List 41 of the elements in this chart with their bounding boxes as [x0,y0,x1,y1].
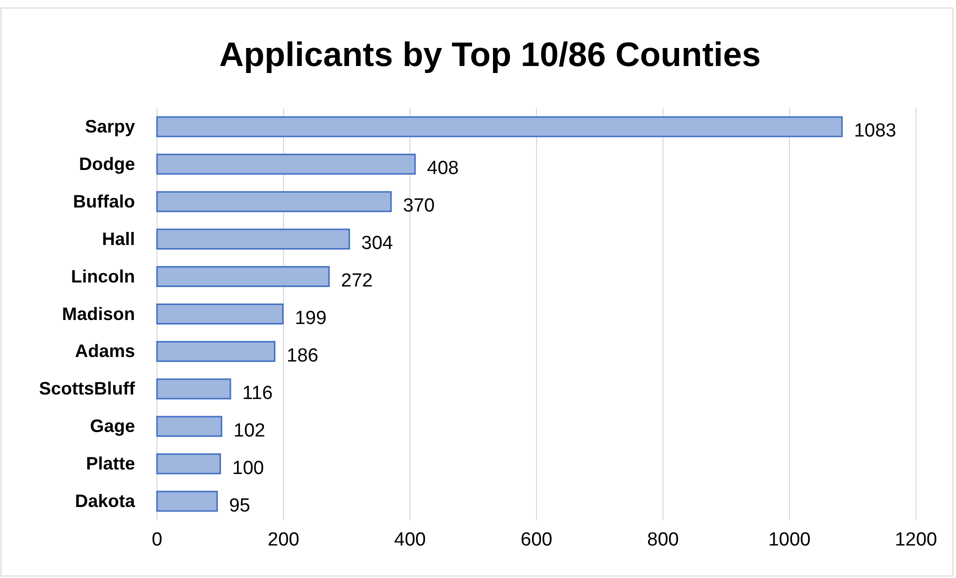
data-label: 272 [341,270,373,292]
data-label: 199 [294,308,327,329]
y-tick-label: Dakota [74,491,136,512]
bar [156,191,392,212]
y-tick-label: Madison [62,304,135,324]
bar [156,154,416,175]
data-label: 1083 [854,120,896,142]
y-tick-label: ScottsBluff [39,378,136,399]
x-tick-label: 600 [520,529,552,550]
data-label: 95 [229,495,250,516]
data-label: 408 [427,158,459,180]
bar [156,490,218,512]
bar [156,416,222,437]
bar [156,228,350,250]
y-tick-label: Hall [102,228,135,249]
y-tick-label: Platte [86,454,135,474]
data-label: 304 [361,233,394,254]
x-tick-label: 800 [647,529,679,550]
data-label: 370 [403,196,435,217]
x-tick-label: 1200 [894,529,938,550]
x-tick-label: 1000 [768,529,811,550]
data-label: 186 [286,345,318,366]
x-tick-label: 200 [268,529,300,550]
bar [156,266,330,288]
x-tick-label: 400 [394,529,426,550]
data-label: 102 [234,420,266,442]
bar [156,453,221,474]
y-tick-label: Buffalo [73,191,135,212]
y-tick-label: Dodge [79,154,135,174]
x-tick-label: 0 [152,529,162,550]
y-tick-label: Sarpy [84,116,135,136]
y-tick-label: Adams [74,341,135,362]
bar [156,304,284,324]
y-tick-label: Lincoln [71,266,135,286]
data-label: 116 [242,382,273,404]
data-label: 100 [232,458,264,479]
bar [156,378,232,400]
bar [156,340,276,362]
y-tick-label: Gage [90,416,135,436]
bar [156,116,843,138]
chart-title: Applicants by Top 10/86 Counties [219,36,761,74]
